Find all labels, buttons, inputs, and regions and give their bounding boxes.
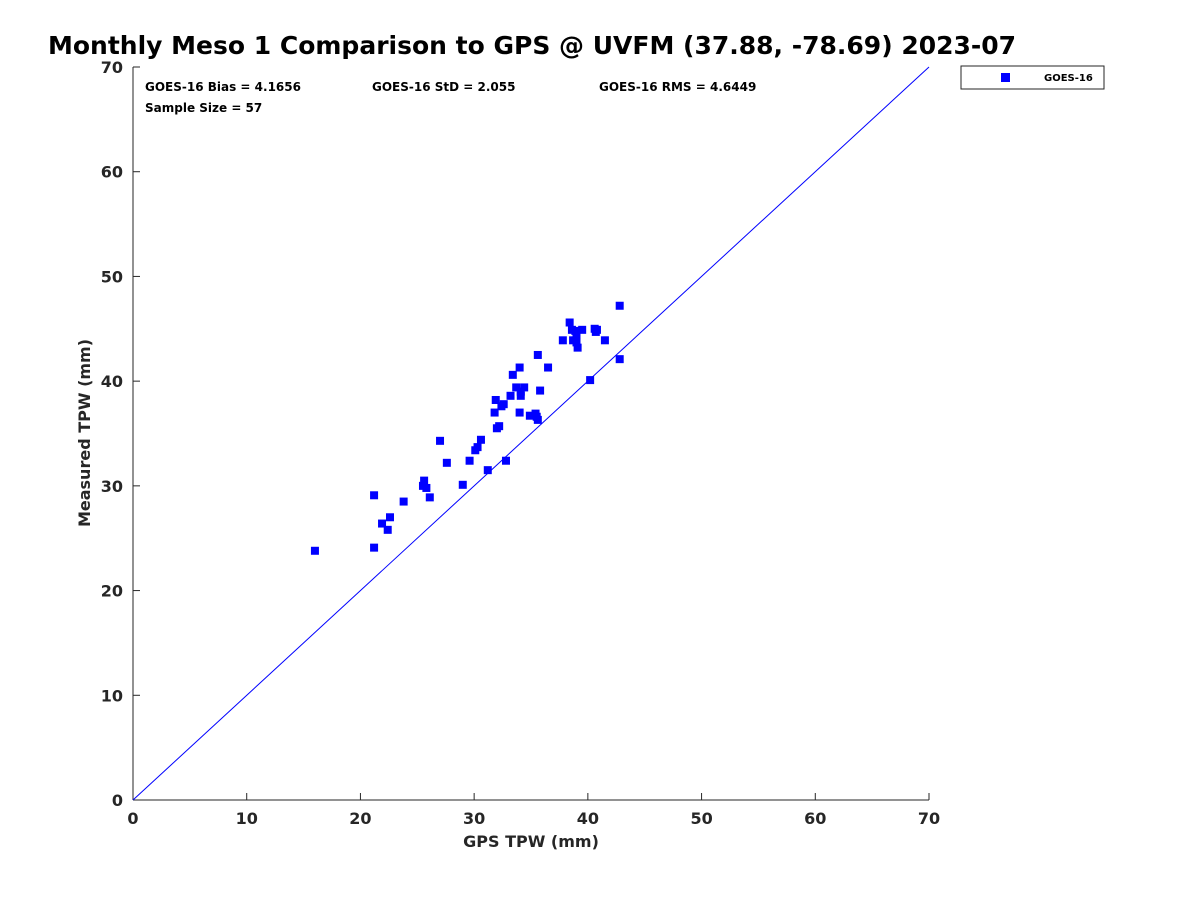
x-tick-label: 50 [690, 809, 712, 828]
data-point [571, 326, 580, 335]
x-tick-label: 0 [127, 809, 138, 828]
data-point [425, 493, 434, 502]
data-point [483, 466, 492, 475]
data-point [508, 370, 517, 379]
data-point [516, 387, 525, 396]
x-tick-label: 20 [349, 809, 371, 828]
x-tick-label: 70 [918, 809, 940, 828]
data-point [506, 391, 515, 400]
data-point [533, 415, 542, 424]
data-point [383, 525, 392, 534]
data-point [499, 400, 508, 409]
data-point [600, 336, 609, 345]
rms-annotation: GOES-16 RMS = 4.6449 [599, 80, 756, 94]
data-point [615, 355, 624, 364]
data-point [592, 325, 601, 334]
data-point [495, 422, 504, 431]
x-tick-label: 10 [236, 809, 258, 828]
data-point [370, 543, 379, 552]
x-tick-label: 60 [804, 809, 826, 828]
y-tick-label: 30 [101, 477, 123, 496]
data-point [458, 480, 467, 489]
data-point [516, 391, 525, 400]
data-point [586, 376, 595, 385]
std-annotation: GOES-16 StD = 2.055 [372, 80, 515, 94]
y-tick-label: 20 [101, 582, 123, 601]
data-point [615, 301, 624, 310]
y-tick-label: 40 [101, 372, 123, 391]
y-tick-label: 60 [101, 163, 123, 182]
y-axis-ticks: 0 10 20 30 40 50 60 70 [101, 58, 140, 810]
y-axis-label: Measured TPW (mm) [75, 339, 94, 527]
data-point [310, 546, 319, 555]
data-point [565, 318, 574, 327]
legend-label-goes16: GOES-16 [1044, 73, 1093, 84]
data-point [436, 436, 445, 445]
x-tick-label: 40 [577, 809, 599, 828]
legend-marker-goes16 [1001, 73, 1010, 82]
sample-size-annotation: Sample Size = 57 [145, 101, 262, 115]
data-point [490, 408, 499, 417]
y-tick-label: 70 [101, 58, 123, 77]
y-tick-label: 10 [101, 686, 123, 705]
y-tick-label: 0 [112, 791, 123, 810]
data-point [465, 456, 474, 465]
data-point [536, 386, 545, 395]
x-axis-ticks: 0 10 20 30 40 50 60 70 [127, 793, 940, 828]
one-to-one-reference-line [132, 66, 930, 801]
data-point [512, 383, 521, 392]
data-point [533, 350, 542, 359]
data-point [573, 343, 582, 352]
x-axis-label: GPS TPW (mm) [463, 832, 599, 851]
data-point [378, 519, 387, 528]
legend-box [960, 65, 1105, 90]
data-point [491, 395, 500, 404]
data-point [572, 338, 581, 347]
data-point [515, 408, 524, 417]
data-point [544, 363, 553, 372]
data-point [558, 336, 567, 345]
data-point [476, 435, 485, 444]
legend: GOES-16 [960, 65, 1105, 90]
y-tick-label: 50 [101, 267, 123, 286]
x-tick-label: 30 [463, 809, 485, 828]
data-point [422, 483, 431, 492]
data-point [442, 458, 451, 467]
data-point [578, 325, 587, 334]
data-point [572, 331, 581, 340]
data-point [370, 491, 379, 500]
plot-area: 0 10 20 30 40 50 60 70 0 10 20 30 40 50 60 70 [101, 58, 940, 828]
data-point [399, 497, 408, 506]
data-point [520, 383, 529, 392]
data-point [385, 513, 394, 522]
data-point [525, 411, 534, 420]
data-point [501, 456, 510, 465]
data-point [420, 476, 429, 485]
chart-title: Monthly Meso 1 Comparison to GPS @ UVFM … [48, 31, 1016, 60]
data-point [515, 363, 524, 372]
goes16-data-points [310, 301, 624, 555]
data-point [473, 443, 482, 452]
bias-annotation: GOES-16 Bias = 4.1656 [145, 80, 301, 94]
